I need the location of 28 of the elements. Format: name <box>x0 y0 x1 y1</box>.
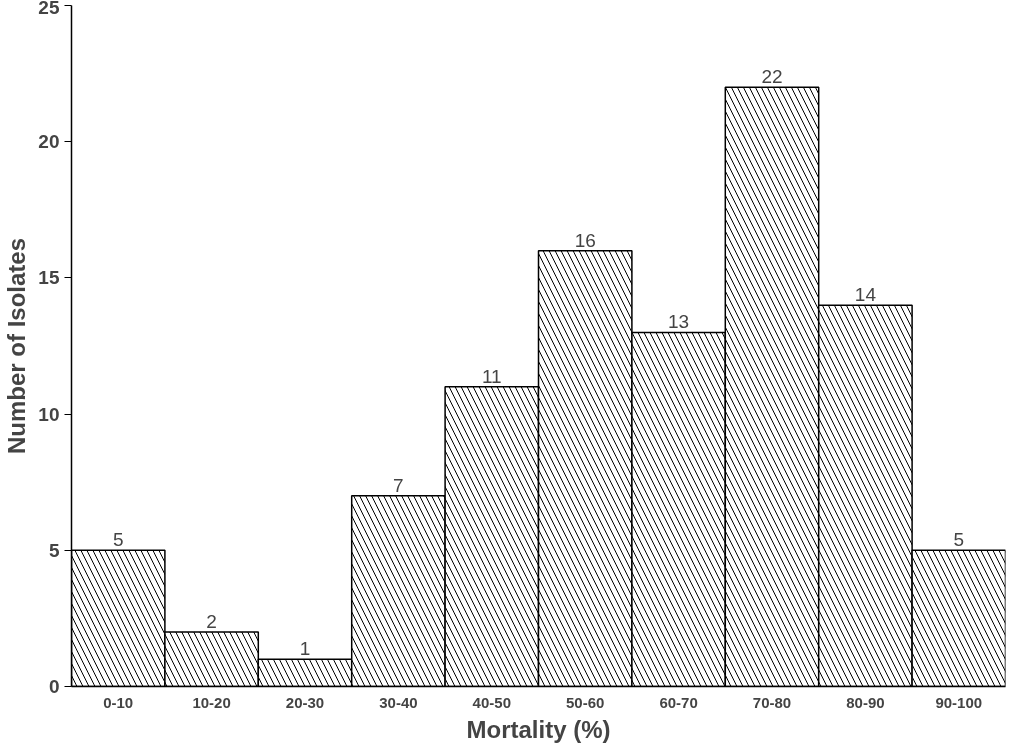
x-tick-label: 20-30 <box>285 693 325 711</box>
y-axis-title: Number of Isolates <box>3 237 31 455</box>
data-label: 14 <box>854 284 877 306</box>
data-label: 1 <box>299 638 311 660</box>
data-label: 5 <box>953 529 965 551</box>
y-tick-label: 20 <box>38 131 60 153</box>
x-tick-label: 40-50 <box>472 693 511 711</box>
data-label: 5 <box>112 529 124 551</box>
data-label: 2 <box>206 611 217 633</box>
x-tick-label: 10-20 <box>192 693 231 711</box>
y-tick-label: 25 <box>38 0 60 18</box>
y-tick-label: 5 <box>48 539 60 561</box>
x-axis-title: Mortality (%) <box>466 715 611 743</box>
x-tick-label: 60-70 <box>659 693 698 711</box>
y-tick-label: 0 <box>48 676 60 697</box>
y-tick-label: 15 <box>38 267 60 289</box>
data-label: 22 <box>761 66 783 88</box>
data-label: 11 <box>481 365 502 387</box>
x-tick-label: 0-10 <box>103 693 134 711</box>
data-label: 16 <box>574 229 596 251</box>
x-tick-label: 90-100 <box>935 693 983 711</box>
data-label: 13 <box>668 311 690 333</box>
x-tick-label: 30-40 <box>379 693 418 711</box>
x-tick-label: 80-90 <box>846 693 885 711</box>
x-tick-label: 70-80 <box>752 693 792 711</box>
data-label: 7 <box>393 474 404 496</box>
y-tick-label: 10 <box>38 403 60 425</box>
x-tick-label: 50-60 <box>566 693 605 711</box>
